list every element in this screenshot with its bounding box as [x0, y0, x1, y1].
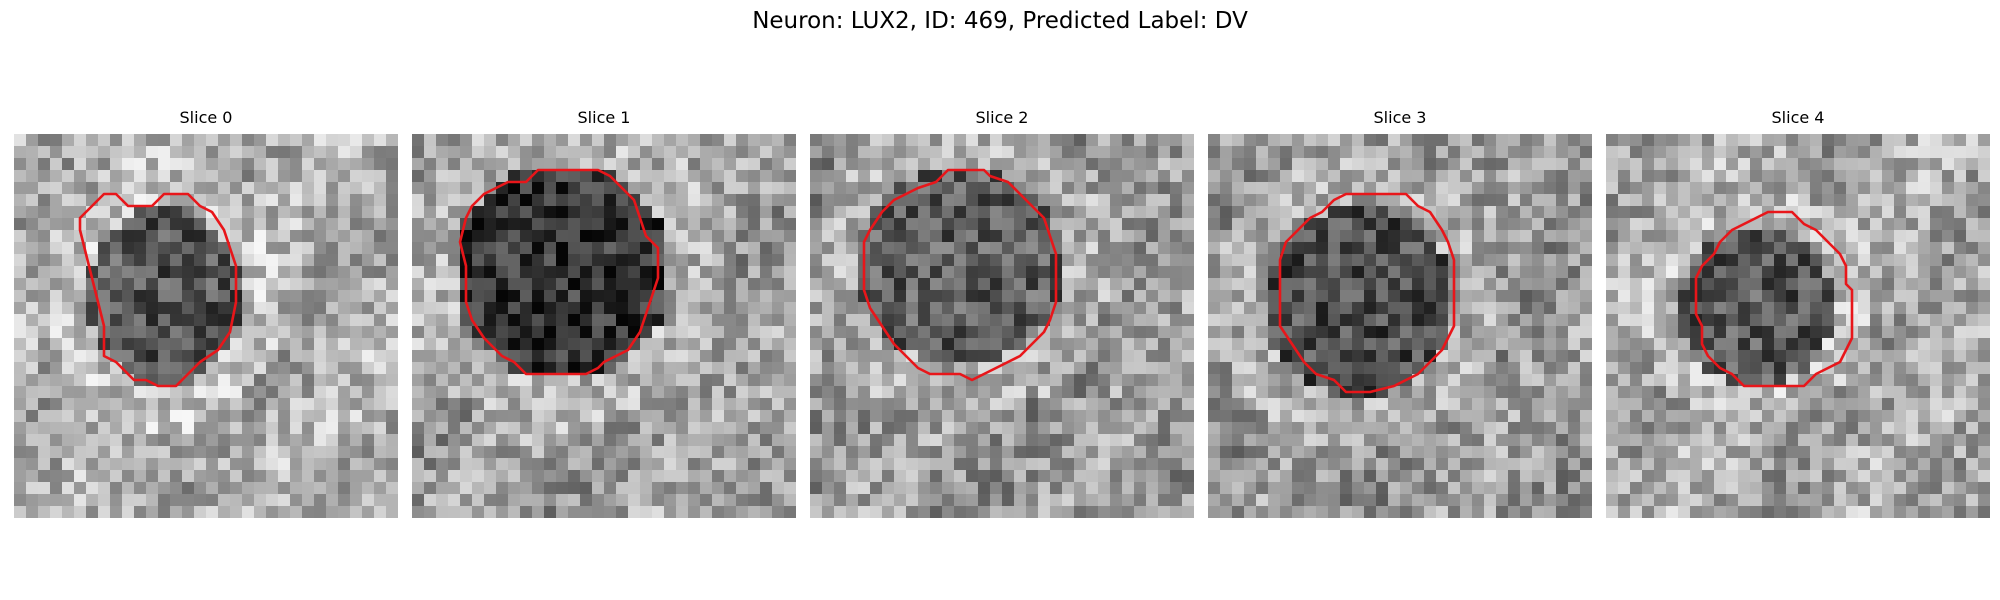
pixel-grid — [1606, 134, 1990, 518]
slice-title: Slice 3 — [1208, 108, 1592, 128]
slice-image-4 — [1606, 134, 1990, 518]
slice-panel-1: Slice 1 — [412, 108, 796, 518]
pixel-grid — [412, 134, 796, 518]
slice-image-2 — [810, 134, 1194, 518]
slice-image-0 — [14, 134, 398, 518]
figure-title: Neuron: LUX2, ID: 469, Predicted Label: … — [0, 8, 2000, 34]
slice-title: Slice 1 — [412, 108, 796, 128]
slice-panel-2: Slice 2 — [810, 108, 1194, 518]
pixel-grid — [14, 134, 398, 518]
slice-panel-4: Slice 4 — [1606, 108, 1990, 518]
slice-panel-3: Slice 3 — [1208, 108, 1592, 518]
slice-image-3 — [1208, 134, 1592, 518]
slice-title: Slice 4 — [1606, 108, 1990, 128]
slice-panel-0: Slice 0 — [14, 108, 398, 518]
pixel-grid — [1208, 134, 1592, 518]
slice-image-1 — [412, 134, 796, 518]
slice-title: Slice 0 — [14, 108, 398, 128]
slice-title: Slice 2 — [810, 108, 1194, 128]
pixel-grid — [810, 134, 1194, 518]
